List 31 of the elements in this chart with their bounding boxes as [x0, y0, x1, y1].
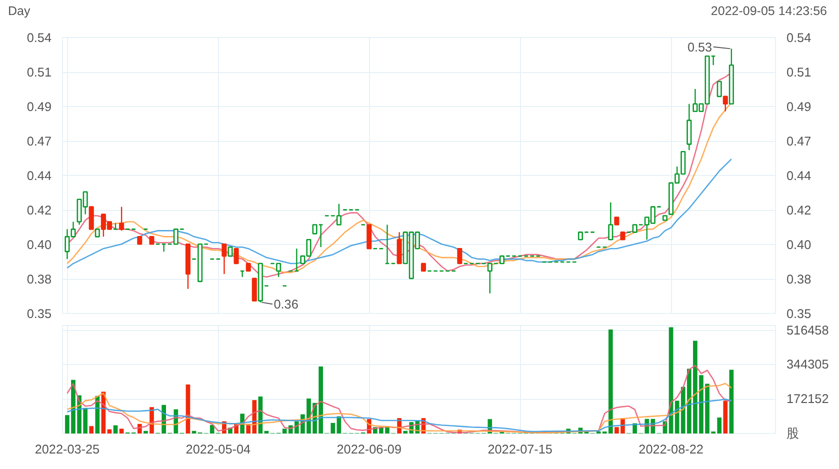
y2-tick-label: 0.35 [786, 307, 812, 321]
y-tick-label: 0.38 [26, 272, 52, 286]
y-tick-label: 0.51 [26, 66, 52, 80]
text: 2022-09-05 14:23:56 [710, 3, 828, 20]
y2-tick-label: 344305 [786, 358, 829, 372]
annotation: 0.53 [687, 40, 712, 54]
y2-tick-label: 股 [786, 426, 800, 440]
x-tick-label: 2022-06-09 [336, 442, 402, 456]
y2-tick-label: 0.44 [786, 169, 812, 183]
y2-tick-label: 0.40 [786, 238, 812, 252]
y-tick-label: 0.47 [26, 134, 52, 148]
y-tick-label: 0.44 [26, 169, 52, 183]
y2-tick-label: 0.47 [786, 134, 812, 148]
x-tick-label: 2022-07-15 [488, 442, 552, 456]
x-tick-label: 2022-08-22 [638, 442, 704, 456]
annotation: 0.36 [274, 298, 298, 312]
y2-tick-label: 0.42 [786, 204, 812, 218]
y2-tick-label: 0.49 [786, 100, 812, 114]
y2-tick-label: 172152 [786, 392, 829, 406]
y2-tick-label: 0.38 [786, 272, 812, 286]
y-tick-label: 0.54 [26, 31, 52, 45]
y-tick-label: 0.42 [26, 204, 52, 218]
y2-tick-label: 516458 [786, 324, 829, 338]
y-tick-label: 0.35 [26, 307, 52, 321]
y2-tick-label: 0.54 [786, 31, 812, 45]
chart-title: Day [7, 3, 30, 20]
y-tick-label: 0.49 [26, 100, 52, 114]
x-tick-label: 2022-03-25 [34, 442, 100, 456]
x-tick-label: 2022-05-04 [186, 442, 251, 456]
y2-tick-label: 0.51 [786, 66, 812, 80]
y-tick-label: 0.40 [26, 238, 52, 252]
